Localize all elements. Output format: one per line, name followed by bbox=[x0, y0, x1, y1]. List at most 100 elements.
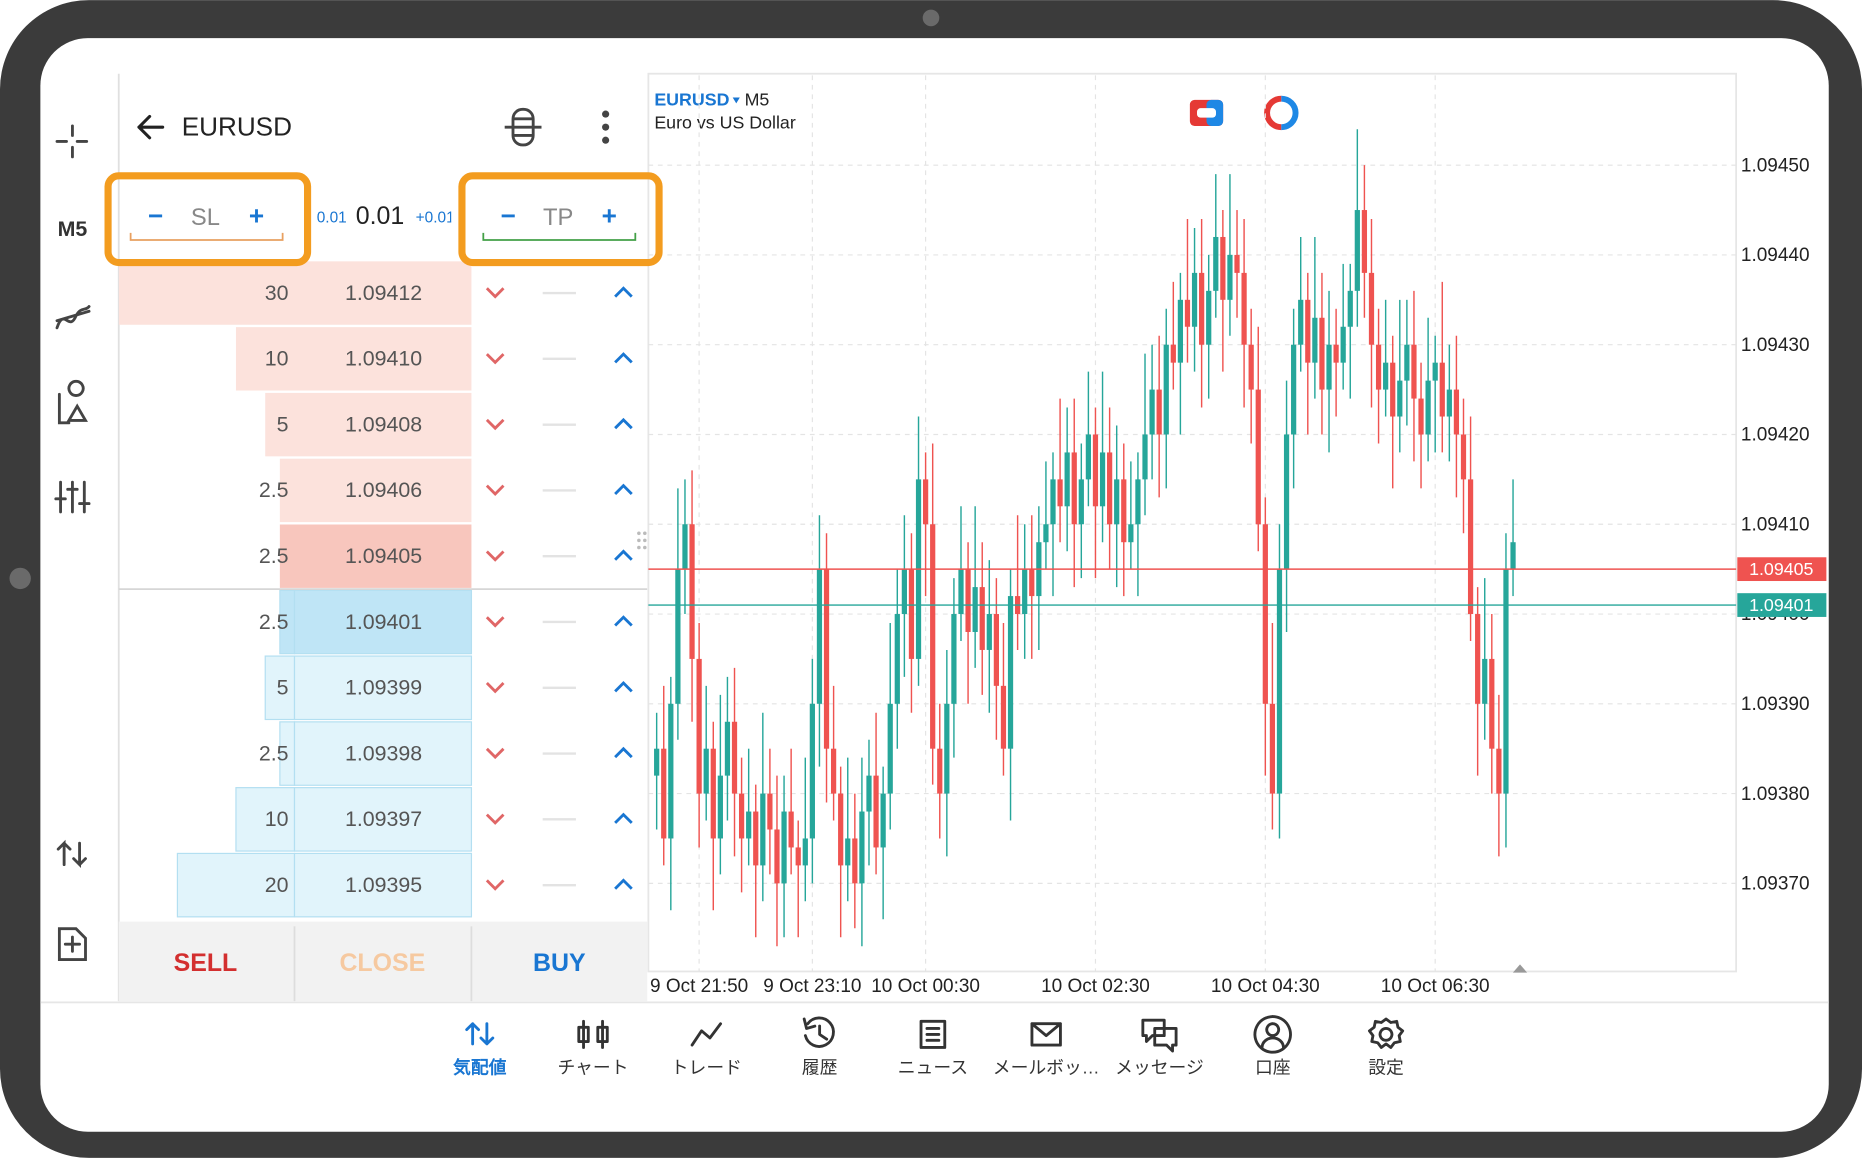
objects-tool[interactable] bbox=[57, 379, 88, 425]
highlight-tp bbox=[458, 172, 663, 267]
candle-body bbox=[1390, 362, 1396, 417]
nav-icon bbox=[1141, 1018, 1178, 1053]
buy-limit-button[interactable] bbox=[614, 878, 633, 890]
nav-icon bbox=[577, 1019, 609, 1049]
crosshair-tool[interactable] bbox=[55, 124, 89, 159]
row-volume: 2.5 bbox=[259, 741, 289, 765]
nav-item[interactable]: トレード bbox=[671, 1022, 742, 1078]
sl-plus[interactable]: + bbox=[249, 200, 264, 230]
x-tick-label: 10 Oct 06:30 bbox=[1381, 976, 1490, 997]
bottom-nav: 気配値 チャート トレード 履歴 ニュース メールボッ… メッセージ 口座 設定 bbox=[453, 1015, 1405, 1078]
highlight-sl bbox=[104, 172, 312, 267]
sell-limit-button[interactable] bbox=[485, 353, 505, 365]
candle-body bbox=[1206, 290, 1212, 345]
sell-button[interactable]: SELL bbox=[174, 949, 238, 977]
buy-limit-button[interactable] bbox=[614, 615, 633, 627]
candle-body bbox=[675, 569, 681, 704]
buy-limit-button[interactable] bbox=[614, 681, 633, 693]
nav-label: 設定 bbox=[1368, 1058, 1404, 1078]
sell-limit-button[interactable] bbox=[485, 813, 505, 825]
order-panel: EURUSD − SL + 0.01 0.01 +0.01 − TP + SEL… bbox=[117, 73, 648, 1002]
candle-body bbox=[788, 811, 794, 848]
volume-plus[interactable]: +0.01 bbox=[416, 210, 455, 227]
sell-limit-button[interactable] bbox=[485, 550, 505, 562]
sell-limit-button[interactable] bbox=[485, 287, 505, 299]
nav-icon bbox=[919, 1019, 947, 1049]
nav-item[interactable]: 気配値 bbox=[453, 1022, 507, 1078]
signal-icon[interactable] bbox=[1189, 99, 1224, 126]
candle-body bbox=[922, 479, 929, 525]
calendar-icon[interactable] bbox=[1264, 95, 1299, 131]
candle-body bbox=[1050, 479, 1056, 525]
nav-item[interactable]: 設定 bbox=[1368, 1017, 1405, 1078]
candle-body bbox=[1397, 380, 1403, 417]
depth-toggle[interactable] bbox=[504, 107, 542, 147]
buy-limit-button[interactable] bbox=[614, 352, 633, 364]
trade-tool[interactable] bbox=[56, 839, 87, 869]
tp-minus[interactable]: − bbox=[501, 200, 516, 230]
back-button[interactable] bbox=[137, 114, 165, 140]
shift-marker[interactable] bbox=[1512, 964, 1528, 973]
timeframe-button[interactable]: M5 bbox=[58, 217, 88, 241]
settings-tool[interactable] bbox=[54, 480, 91, 514]
symbol-dropdown[interactable] bbox=[732, 97, 740, 104]
indicator-tool[interactable] bbox=[55, 305, 91, 330]
price-cell bbox=[293, 721, 473, 786]
menu-button[interactable] bbox=[602, 110, 610, 144]
candle-body bbox=[901, 569, 907, 615]
sell-limit-button[interactable] bbox=[485, 747, 505, 760]
buy-limit-button[interactable] bbox=[614, 417, 633, 430]
row-volume: 10 bbox=[265, 347, 289, 371]
tp-underline bbox=[482, 232, 637, 241]
row-price: 1.09408 bbox=[345, 412, 422, 436]
candle-body bbox=[774, 829, 780, 884]
chart-symbol[interactable]: EURUSD bbox=[654, 90, 729, 110]
sell-limit-button[interactable] bbox=[485, 682, 505, 694]
sl-minus[interactable]: − bbox=[148, 200, 163, 230]
nav-item[interactable]: ニュース bbox=[898, 1019, 968, 1078]
new-order-tool[interactable] bbox=[57, 927, 87, 962]
y-tick-label: 1.09390 bbox=[1741, 694, 1810, 715]
sl-label[interactable]: SL bbox=[191, 204, 220, 231]
candle-body bbox=[845, 838, 851, 866]
depth-bar bbox=[118, 261, 295, 325]
nav-item[interactable]: チャート bbox=[558, 1019, 629, 1078]
tp-label[interactable]: TP bbox=[543, 204, 573, 231]
nav-item[interactable]: メールボッ… bbox=[993, 1022, 1100, 1078]
buy-limit-button[interactable] bbox=[614, 549, 633, 561]
volume-minus[interactable]: 0.01 bbox=[317, 210, 347, 227]
candle-body bbox=[1496, 748, 1502, 794]
nav-item[interactable]: メッセージ bbox=[1115, 1018, 1204, 1078]
buy-limit-button[interactable] bbox=[614, 812, 633, 824]
candle-body bbox=[1078, 479, 1084, 525]
sell-limit-button[interactable] bbox=[485, 484, 505, 496]
candle-body bbox=[1368, 272, 1375, 345]
buy-limit-button[interactable] bbox=[614, 483, 633, 495]
candle-body bbox=[1298, 299, 1304, 345]
sell-limit-button[interactable] bbox=[485, 879, 505, 891]
nav-item[interactable]: 口座 bbox=[1253, 1015, 1292, 1078]
sensor bbox=[9, 567, 31, 590]
buy-limit-button[interactable] bbox=[614, 746, 633, 759]
buy-button[interactable]: BUY bbox=[533, 949, 586, 977]
candle-body bbox=[1163, 344, 1169, 435]
nav-item[interactable]: 履歴 bbox=[802, 1016, 838, 1078]
candle-body bbox=[887, 703, 893, 794]
candle-body bbox=[1213, 236, 1219, 291]
candle-body bbox=[1269, 703, 1276, 794]
sell-limit-button[interactable] bbox=[485, 616, 505, 628]
price-cell bbox=[293, 852, 473, 918]
sell-limit-button[interactable] bbox=[485, 418, 505, 431]
candle-body bbox=[1177, 299, 1184, 363]
tp-plus[interactable]: + bbox=[602, 200, 617, 230]
nav-label: トレード bbox=[671, 1058, 742, 1078]
candle-body bbox=[823, 569, 830, 749]
candle-body bbox=[866, 775, 872, 812]
drag-handle[interactable] bbox=[637, 531, 647, 550]
buy-limit-button[interactable] bbox=[614, 286, 633, 298]
y-tick-label: 1.09380 bbox=[1741, 784, 1810, 805]
volume-value[interactable]: 0.01 bbox=[356, 202, 405, 230]
row-price: 1.09399 bbox=[345, 676, 422, 700]
close-button[interactable]: CLOSE bbox=[339, 949, 425, 977]
candle-body bbox=[1255, 389, 1261, 525]
